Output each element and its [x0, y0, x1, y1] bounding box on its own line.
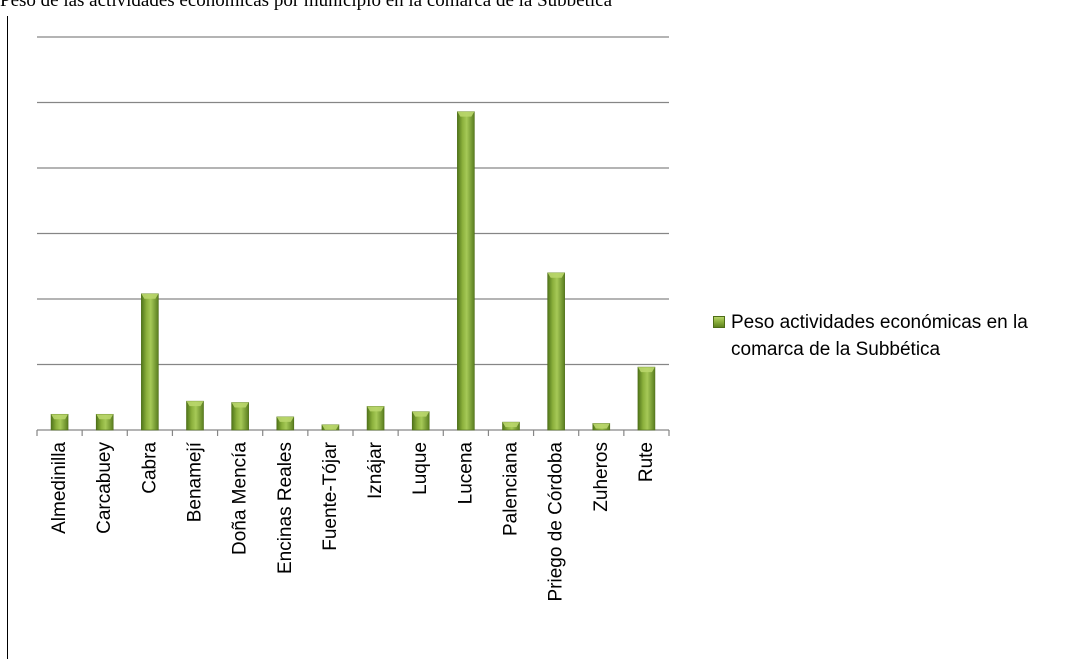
- bar-cap: [231, 402, 249, 408]
- category-label: Iznájar: [365, 441, 386, 499]
- category-label: Cabra: [139, 442, 160, 494]
- bar-cap: [141, 293, 159, 299]
- category-label: Encinas Reales: [275, 442, 296, 574]
- category-label: Zuheros: [591, 442, 612, 512]
- gridlines: [37, 36, 669, 366]
- bar-cap: [547, 272, 565, 278]
- category-label: Palenciana: [501, 442, 522, 536]
- bar: [141, 293, 159, 431]
- category-labels: Almedinilla Carcabuey Cabra Benamejí Doña Me…: [49, 441, 657, 601]
- category-label: Benamejí: [185, 441, 206, 522]
- category-label: Lucena: [455, 442, 476, 505]
- bar-cap: [321, 424, 339, 430]
- bar: [547, 272, 565, 431]
- category-label: Luque: [410, 442, 431, 495]
- bar-cap: [276, 416, 294, 422]
- category-label: Doña Mencía: [230, 442, 251, 555]
- category-label: Almedinilla: [49, 442, 70, 534]
- bar: [457, 111, 475, 431]
- bar-cap: [457, 111, 475, 117]
- bars: [50, 111, 656, 431]
- category-label: Priego de Córdoba: [546, 442, 567, 602]
- frame-left-border: [7, 16, 8, 659]
- category-label: Rute: [636, 442, 657, 482]
- document-caption: Peso de las actividades económicas por m…: [0, 0, 613, 11]
- bar-cap: [51, 414, 69, 420]
- bar-cap: [186, 401, 204, 407]
- bar-cap: [592, 423, 610, 429]
- bar-cap: [502, 422, 520, 428]
- bar-cap: [96, 414, 114, 420]
- bar-cap: [412, 411, 430, 417]
- legend-label: Peso actividades económicas en la comarc…: [731, 312, 1028, 360]
- x-axis: [36, 429, 670, 436]
- category-label: Carcabuey: [94, 442, 115, 534]
- bar: [637, 366, 656, 431]
- category-label: Fuente-Tójar: [320, 441, 341, 550]
- bar-cap: [637, 367, 655, 373]
- legend-swatch: [713, 316, 725, 328]
- bar-cap: [367, 406, 385, 412]
